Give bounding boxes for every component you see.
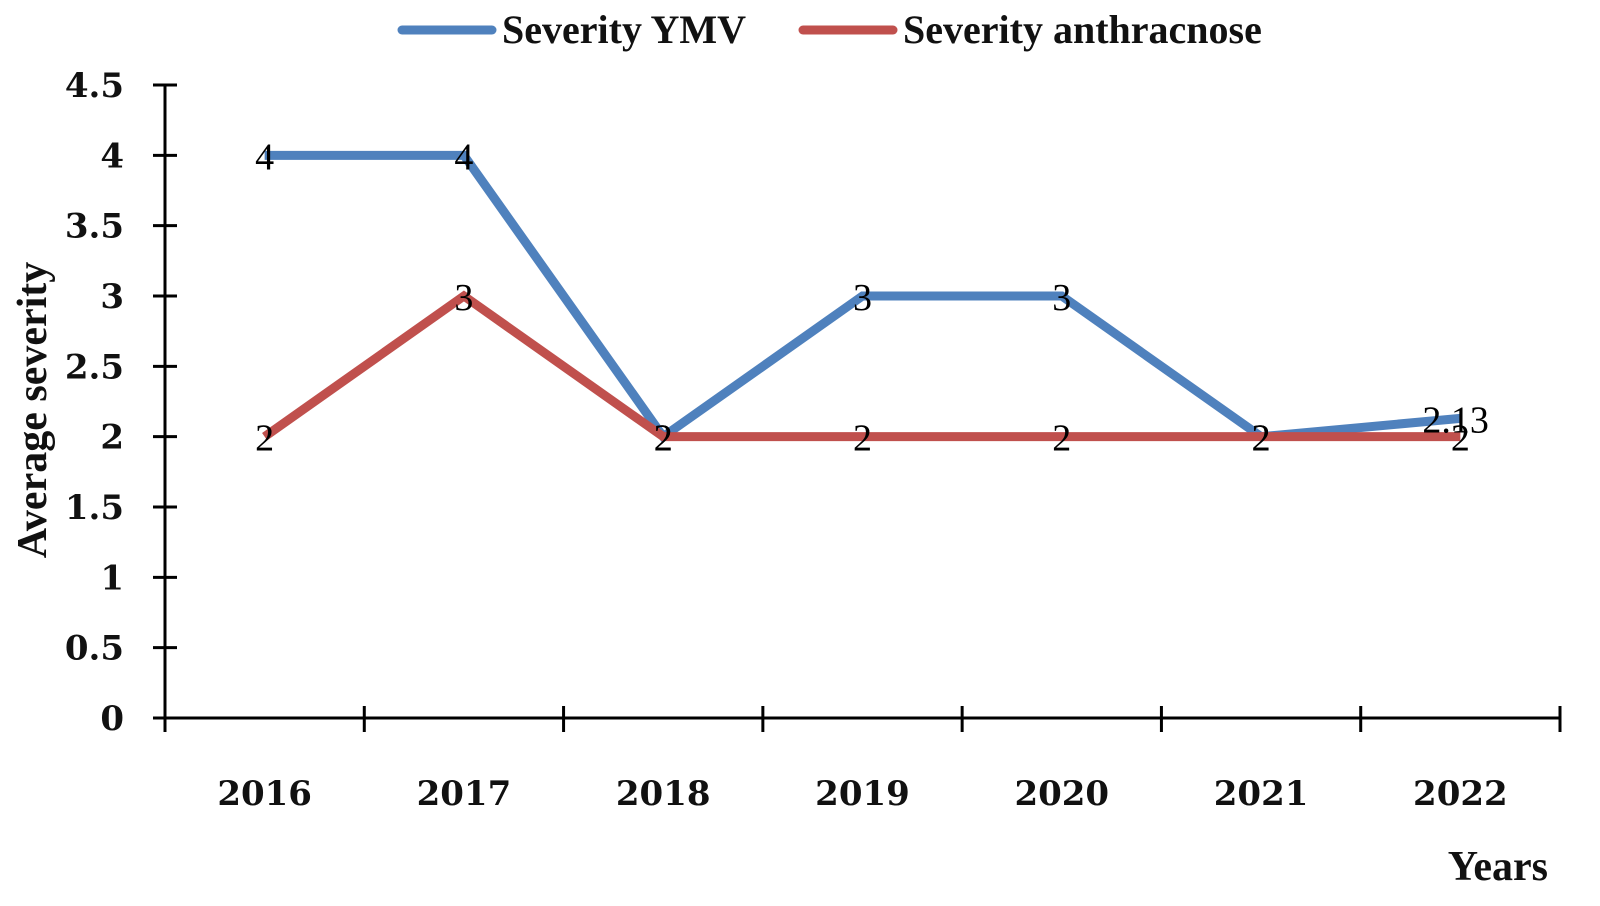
y-tick-label: 0.5 <box>65 629 124 669</box>
data-label: 2 <box>654 418 673 460</box>
x-tick-label: 2021 <box>1214 774 1309 814</box>
x-tick-label: 2022 <box>1413 774 1508 814</box>
data-label: 2 <box>1052 418 1071 460</box>
y-tick-label: 4 <box>100 136 124 176</box>
data-label: 2.13 <box>1422 399 1489 441</box>
y-tick-label: 2 <box>100 418 124 458</box>
legend-label: Severity YMV <box>502 7 746 52</box>
axes: 0 0.5 1 1.5 2 2.5 3 3.5 4 4.5 2016 2017 2018 2019 2020… <box>65 66 1562 814</box>
data-label: 3 <box>454 277 473 319</box>
y-tick-label: 4.5 <box>65 66 124 106</box>
data-label: 3 <box>1052 277 1071 319</box>
legend: Severity YMV Severity anthracnose <box>397 7 1262 52</box>
data-label: 2 <box>853 418 872 460</box>
y-tick-label: 3 <box>100 277 124 317</box>
y-tick-label: 1.5 <box>65 488 124 528</box>
data-label: 2 <box>1252 418 1271 460</box>
data-label: 2 <box>654 418 673 460</box>
data-label: 3 <box>853 277 872 319</box>
data-label: 4 <box>255 136 274 178</box>
data-label: 2 <box>255 418 274 460</box>
series-line-severity-anthracnose <box>262 290 1461 442</box>
data-label: 2 <box>1451 418 1470 460</box>
y-axis-title: Average severity <box>10 262 56 559</box>
x-tick-label: 2016 <box>217 774 312 814</box>
y-tick-label: 1 <box>100 558 124 598</box>
y-tick-label: 0 <box>100 699 124 739</box>
x-tick-label: 2018 <box>616 774 711 814</box>
x-tick-label: 2020 <box>1014 774 1109 814</box>
y-tick-label: 2.5 <box>65 347 124 387</box>
series-lines <box>262 150 1461 443</box>
data-label: 4 <box>454 136 473 178</box>
x-tick-label: 2019 <box>815 774 910 814</box>
y-tick-label: 3.5 <box>65 207 124 247</box>
data-label: 2 <box>1252 418 1271 460</box>
x-axis-title: Years <box>1448 844 1548 890</box>
x-tick-label: 2017 <box>417 774 512 814</box>
legend-label: Severity anthracnose <box>903 7 1262 52</box>
